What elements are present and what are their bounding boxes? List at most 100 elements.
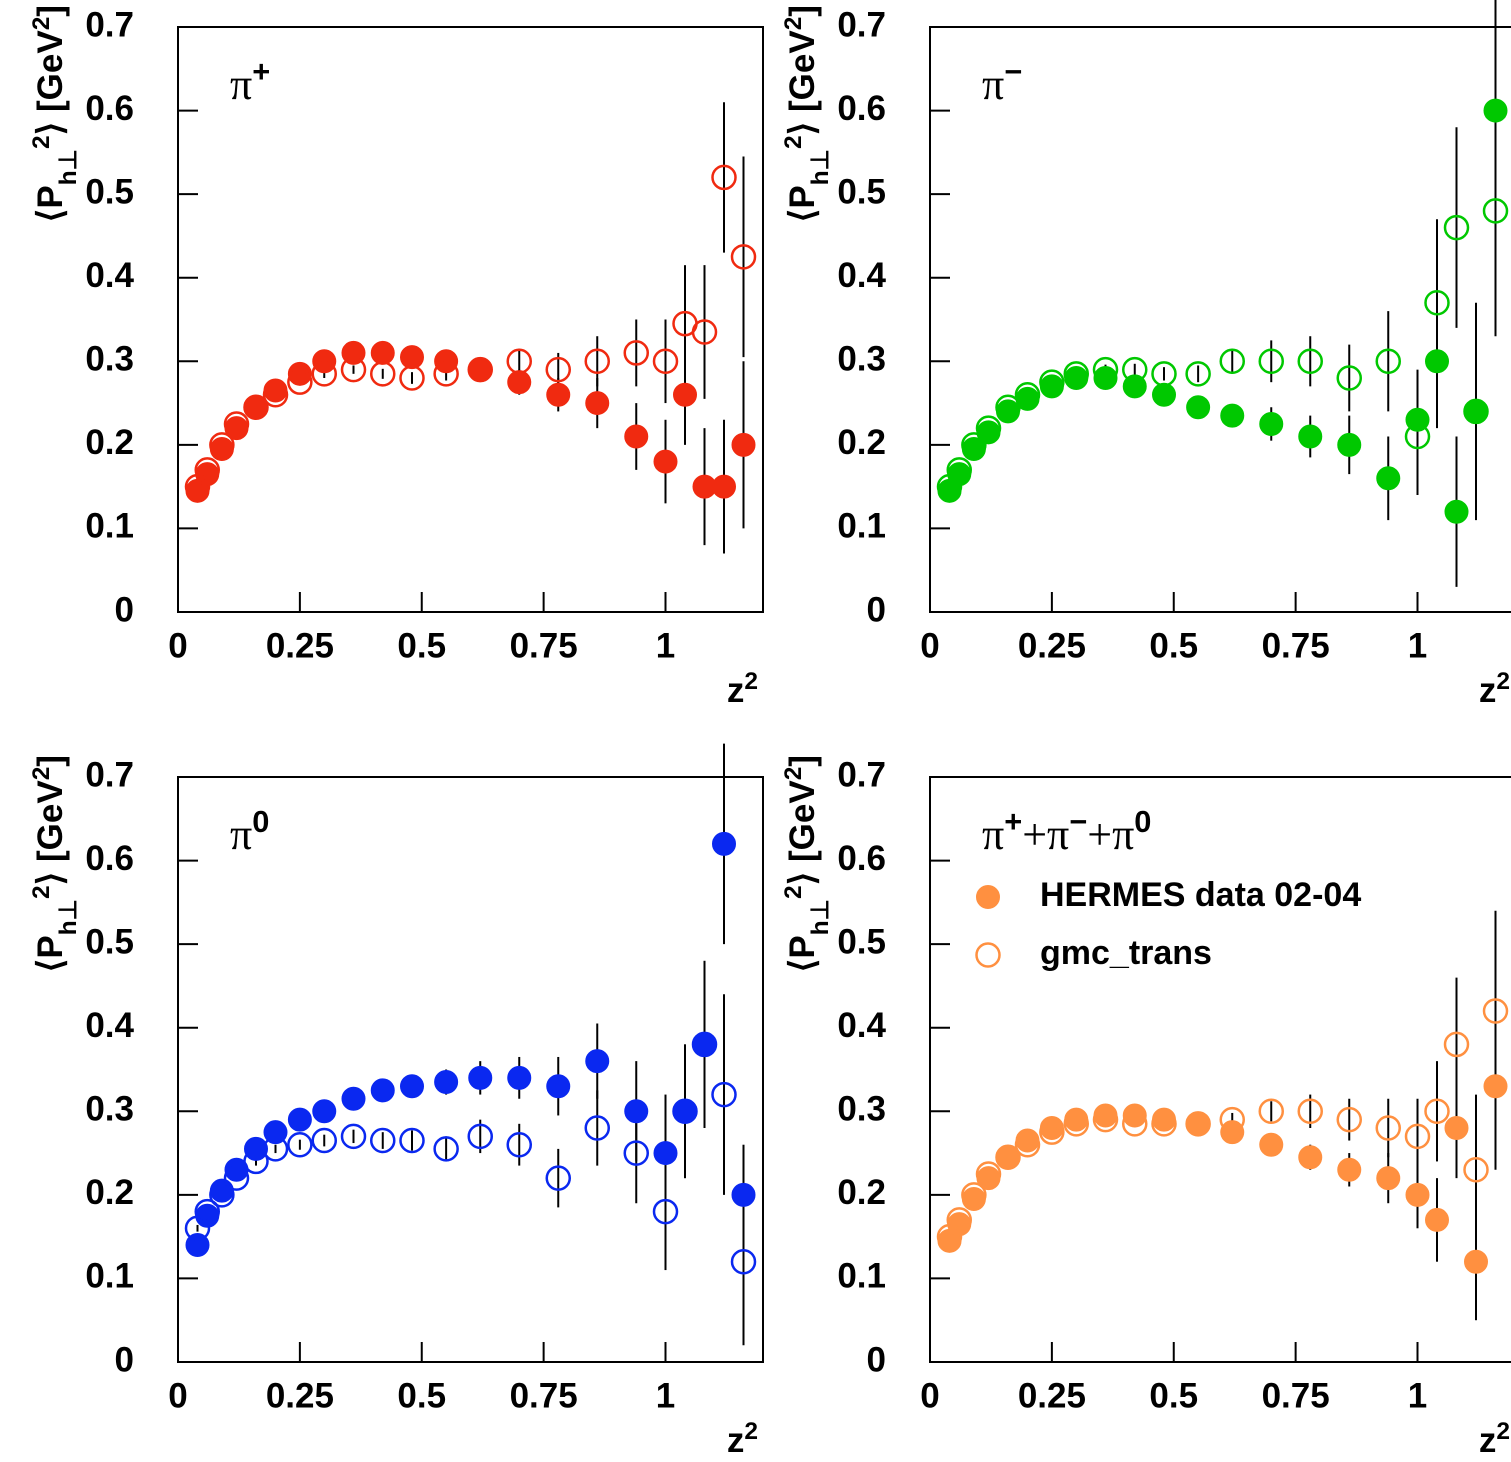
label-part: − [1069, 804, 1087, 839]
data-point [287, 369, 313, 395]
y-tick-label: 0.1 [85, 1257, 134, 1296]
x-tick-label: 0.25 [1018, 626, 1086, 665]
y-axis-label: ⟨Ph⊥2⟩ [GeV2] [28, 5, 82, 222]
plot-frame [929, 776, 1511, 1363]
panel-label: π− [982, 54, 1022, 110]
data-point [1444, 499, 1469, 524]
plot-frame [929, 26, 1511, 613]
data-point [731, 1182, 756, 1207]
data-point [194, 457, 220, 483]
data-point [262, 1136, 289, 1162]
label-part: ⟩ [GeV [783, 30, 822, 136]
y-tick-label: 0.7 [85, 5, 134, 44]
legend-marker [975, 942, 1001, 968]
data-point [433, 361, 459, 387]
x-tick-label: 0.75 [1262, 626, 1330, 665]
data-point [1014, 1131, 1041, 1158]
data-point [209, 432, 235, 458]
data-point [1336, 1106, 1362, 1133]
data-point [1219, 1106, 1245, 1133]
label-part: + [252, 54, 270, 89]
legend-label: HERMES data 02-04 [1040, 876, 1361, 914]
x-tick-label: 0.75 [510, 626, 578, 665]
y-axis-label: ⟨Ph⊥2⟩ [GeV2] [780, 755, 834, 972]
label-part: z [1479, 671, 1497, 710]
data-point [545, 356, 571, 383]
x-axis-label: z2 [727, 1418, 758, 1461]
label-part: z [727, 1421, 745, 1460]
label-part: 2 [28, 17, 55, 31]
legend-label: gmc_trans [1040, 934, 1212, 972]
y-tick-label: 0.1 [837, 507, 886, 546]
data-point [711, 1081, 737, 1108]
data-point [1298, 1145, 1323, 1170]
label-part: ] [783, 755, 822, 767]
panel-label: π+ [230, 54, 270, 110]
y-tick-label: 0.3 [837, 340, 886, 379]
x-tick-label: 0 [920, 1376, 939, 1415]
data-point [545, 1165, 571, 1191]
y-tick-label: 0.4 [837, 1006, 886, 1045]
x-tick-label: 0.75 [510, 1376, 578, 1415]
label-part: ] [31, 5, 70, 17]
data-point [1425, 349, 1449, 374]
y-tick-label: 0.1 [85, 507, 134, 546]
data-point [1483, 98, 1508, 123]
data-point [341, 1086, 366, 1111]
y-tick-label: 0 [867, 590, 886, 629]
data-point [1297, 348, 1323, 375]
label-part: 0 [252, 804, 269, 839]
label-part: ⟩ [GeV [31, 30, 70, 136]
data-point [1093, 366, 1118, 390]
data-point [468, 1065, 493, 1090]
data-point [730, 1248, 757, 1275]
data-point [585, 391, 610, 416]
data-point [653, 449, 678, 474]
label-part: 2 [1496, 668, 1510, 695]
data-point [584, 348, 610, 375]
data-point [1258, 348, 1284, 375]
label-part: +π [1022, 810, 1069, 859]
data-point [1404, 1123, 1431, 1150]
data-point [1151, 361, 1177, 387]
label-part: + [1004, 804, 1022, 839]
label-part: ⟨P [783, 935, 822, 972]
label-part: +π [1087, 810, 1134, 859]
data-point [287, 1131, 313, 1158]
x-tick-label: 0.25 [1018, 1376, 1086, 1415]
label-part: 2 [1496, 1418, 1510, 1445]
data-point [1219, 348, 1245, 375]
data-point [370, 361, 396, 387]
data-point [730, 244, 757, 270]
data-point [1122, 356, 1148, 383]
data-point [691, 319, 718, 345]
x-axis-label: z2 [727, 668, 758, 711]
data-point [1424, 1098, 1450, 1125]
label-part: 2 [744, 668, 758, 695]
data-point [1258, 1098, 1284, 1125]
plot-frame [177, 776, 764, 1363]
data-point [691, 1031, 718, 1058]
x-tick-label: 1 [1408, 626, 1427, 665]
data-point [223, 1165, 250, 1191]
data-point [1424, 290, 1450, 316]
y-tick-label: 0.2 [85, 1173, 134, 1212]
data-point [672, 1098, 698, 1125]
label-part: h⊥ [807, 149, 834, 185]
label-part: − [1004, 54, 1022, 89]
data-point [1375, 348, 1401, 375]
data-point [1375, 1115, 1401, 1141]
label-part: π [982, 810, 1004, 859]
x-tick-label: 0.5 [397, 1376, 446, 1415]
data-point [1376, 466, 1401, 491]
x-tick-label: 1 [1408, 1376, 1427, 1415]
label-part: 0 [1134, 804, 1151, 839]
x-axis-label: z2 [1479, 1418, 1510, 1461]
data-point [946, 457, 972, 483]
y-tick-label: 0.4 [85, 256, 134, 295]
data-point [1151, 1111, 1177, 1137]
data-point [400, 1074, 424, 1099]
data-point [1297, 1098, 1323, 1125]
y-tick-label: 0.5 [837, 922, 886, 961]
